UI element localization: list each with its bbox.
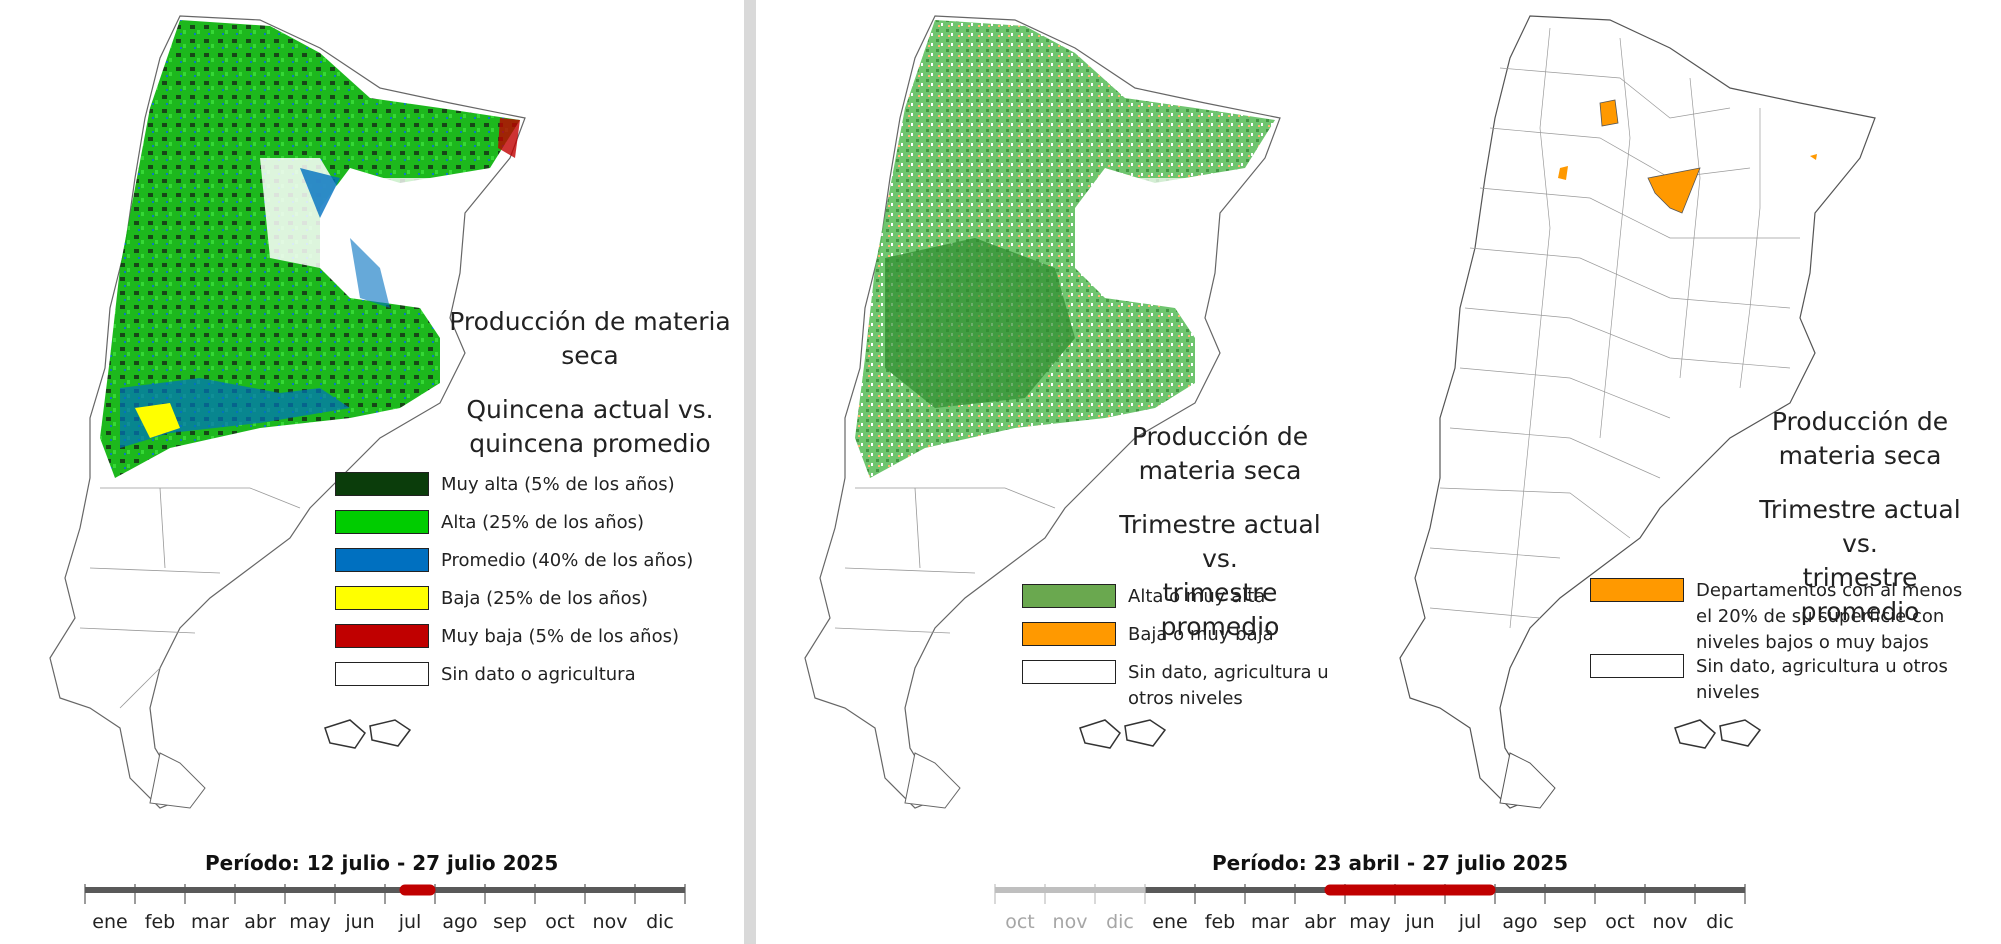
legend-item: Sin dato, agricultura u otros niveles bbox=[1590, 654, 1980, 706]
map-departamentos bbox=[1370, 8, 1890, 828]
legend-swatch bbox=[1022, 584, 1116, 608]
panel1-subtitle-line2: quincena promedio bbox=[469, 429, 711, 458]
panel2-title-block: Producción de materia seca Trimestre act… bbox=[1110, 420, 1330, 644]
legend-label: Sin dato o agricultura bbox=[441, 664, 636, 685]
timeline-month-label: abr bbox=[1304, 911, 1336, 933]
legend-swatch bbox=[335, 624, 429, 648]
timeline-month-label: sep bbox=[493, 911, 527, 933]
panel3-title-line2: materia seca bbox=[1778, 441, 1942, 470]
panel1-subtitle-line1: Quincena actual vs. bbox=[466, 395, 714, 424]
legend-item: Alta o muy alta bbox=[1022, 584, 1265, 610]
malvinas-islands bbox=[1079, 719, 1167, 749]
panel1-timeline: ene feb mar abr may jun jul ago sep oct nov dic bbox=[80, 878, 700, 942]
legend-label: Muy alta (5% de los años) bbox=[441, 474, 675, 495]
panel3-title-line1: Producción de bbox=[1771, 407, 1949, 436]
panel2-period: Período: 23 abril - 27 julio 2025 bbox=[1212, 851, 1569, 875]
legend-label: Departamentos con al menos el 20% de su … bbox=[1696, 580, 1963, 653]
timeline-month-label: sep bbox=[1553, 911, 1587, 933]
legend-label: Alta o muy alta bbox=[1128, 586, 1266, 607]
timeline-month-label: nov bbox=[1653, 911, 1688, 933]
malvinas-islands bbox=[324, 719, 412, 749]
legend-item: Muy baja (5% de los años) bbox=[335, 624, 679, 650]
timeline-month-label: jul bbox=[398, 911, 422, 933]
panel3-subtitle-line1: Trimestre actual vs. bbox=[1759, 495, 1961, 558]
timeline-month-label: jul bbox=[1458, 911, 1482, 933]
malvinas-islands bbox=[1674, 719, 1762, 749]
panel3-legend: Departamentos con al menos el 20% de su … bbox=[1590, 578, 1980, 708]
timeline-month-label: dic bbox=[1706, 911, 1734, 933]
panel1-legend: Muy alta (5% de los años) Alta (25% de l… bbox=[335, 472, 735, 702]
timeline-month-label: ene bbox=[1152, 911, 1187, 933]
panel1-title-line2: seca bbox=[561, 341, 619, 370]
legend-item: Departamentos con al menos el 20% de su … bbox=[1590, 578, 1980, 656]
panel1-title-line1: Producción de materia bbox=[449, 307, 731, 336]
timeline-month-label: may bbox=[1349, 911, 1390, 933]
timeline-month-label: ago bbox=[442, 911, 477, 933]
legend-item: Sin dato o agricultura bbox=[335, 662, 636, 688]
timeline-month-label: oct bbox=[545, 911, 575, 933]
timeline-month-label: dic bbox=[1106, 911, 1134, 933]
timeline-month-label: nov bbox=[1053, 911, 1088, 933]
legend-swatch bbox=[335, 548, 429, 572]
panel2-legend: Alta o muy alta Baja o muy baja Sin dato… bbox=[1022, 584, 1352, 714]
timeline-month-label: oct bbox=[1605, 911, 1635, 933]
timeline-month-label: jun bbox=[1404, 911, 1434, 933]
legend-item: Alta (25% de los años) bbox=[335, 510, 644, 536]
timeline-month-label: feb bbox=[145, 911, 175, 933]
legend-swatch bbox=[335, 586, 429, 610]
legend-item: Muy alta (5% de los años) bbox=[335, 472, 675, 498]
panel1-title-block: Producción de materia seca Quincena actu… bbox=[440, 305, 740, 461]
legend-label: Sin dato, agricultura u otros niveles bbox=[1128, 662, 1329, 709]
timeline-month-label: jun bbox=[344, 911, 374, 933]
panel2-timeline: oct nov dic ene feb mar abr may jun jul ago sep oct n… bbox=[990, 878, 1770, 942]
legend-label: Baja (25% de los años) bbox=[441, 588, 649, 609]
legend-swatch bbox=[1022, 622, 1116, 646]
legend-swatch bbox=[1590, 578, 1684, 602]
legend-label: Sin dato, agricultura u otros niveles bbox=[1696, 656, 1948, 703]
legend-label: Promedio (40% de los años) bbox=[441, 550, 694, 571]
legend-item: Baja (25% de los años) bbox=[335, 586, 648, 612]
legend-item: Promedio (40% de los años) bbox=[335, 548, 693, 574]
legend-swatch bbox=[1022, 660, 1116, 684]
timeline-month-label: oct bbox=[1005, 911, 1035, 933]
legend-label: Alta (25% de los años) bbox=[441, 512, 645, 533]
timeline-month-label: abr bbox=[244, 911, 276, 933]
timeline-month-label: nov bbox=[593, 911, 628, 933]
timeline-month-label: mar bbox=[1251, 911, 1289, 933]
legend-swatch bbox=[335, 662, 429, 686]
timeline-month-label: ene bbox=[92, 911, 127, 933]
legend-swatch bbox=[335, 472, 429, 496]
panel2-subtitle-line2: trimestre promedio bbox=[1160, 578, 1280, 641]
timeline-month-label: mar bbox=[191, 911, 229, 933]
map-quincena bbox=[20, 8, 540, 828]
panel3-subtitle-line2: trimestre promedio bbox=[1800, 563, 1920, 626]
legend-label: Baja o muy baja bbox=[1128, 624, 1274, 645]
legend-swatch bbox=[335, 510, 429, 534]
panel3-title-block: Producción de materia seca Trimestre act… bbox=[1740, 405, 1980, 629]
panel2-subtitle-line1: Trimestre actual vs. bbox=[1119, 510, 1321, 573]
timeline-month-label: feb bbox=[1205, 911, 1235, 933]
legend-item: Sin dato, agricultura u otros niveles bbox=[1022, 660, 1352, 712]
panel1-period: Período: 12 julio - 27 julio 2025 bbox=[205, 851, 559, 875]
panel2-title-line2: materia seca bbox=[1138, 456, 1302, 485]
timeline-month-label: ago bbox=[1502, 911, 1537, 933]
timeline-month-label: may bbox=[289, 911, 330, 933]
panel2-title-line1: Producción de bbox=[1131, 422, 1309, 451]
timeline-month-label: dic bbox=[646, 911, 674, 933]
legend-label: Muy baja (5% de los años) bbox=[441, 626, 680, 647]
legend-item: Baja o muy baja bbox=[1022, 622, 1274, 648]
map-trimestre bbox=[775, 8, 1295, 828]
panel-divider bbox=[744, 0, 756, 944]
legend-swatch bbox=[1590, 654, 1684, 678]
